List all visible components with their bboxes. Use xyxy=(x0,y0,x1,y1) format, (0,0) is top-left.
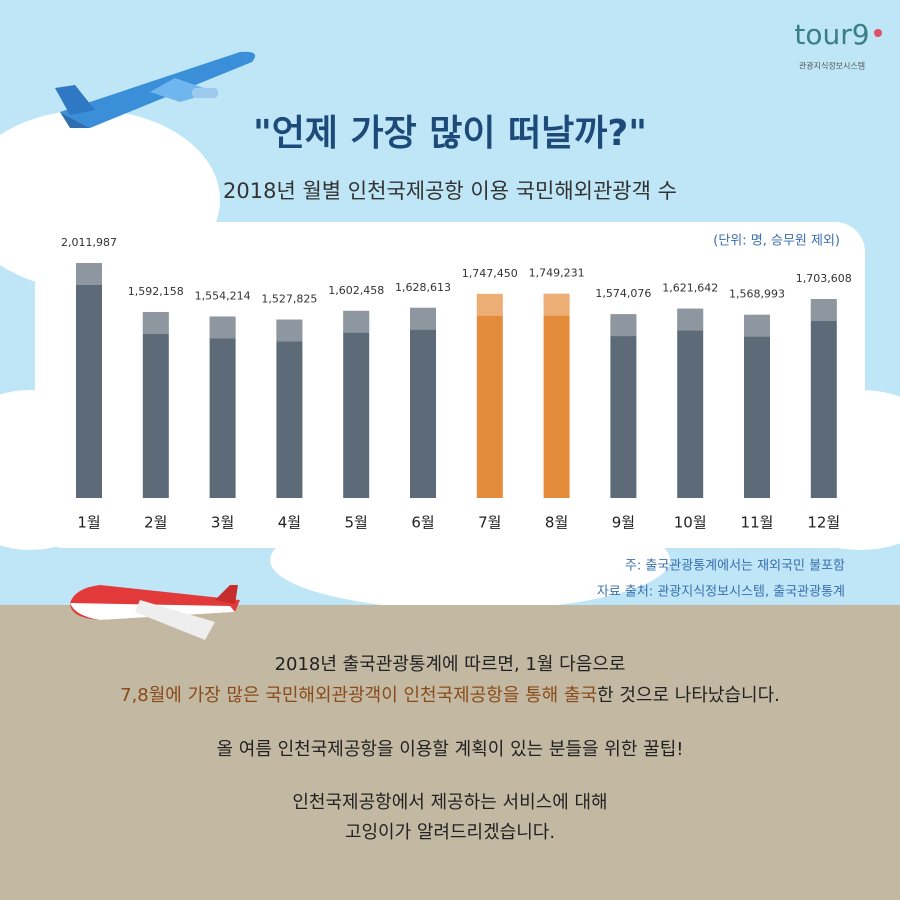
value-label: 1,747,450 xyxy=(462,267,518,280)
bar-cap xyxy=(343,310,370,333)
bar-cap xyxy=(677,308,704,331)
bar-cap xyxy=(410,307,436,330)
x-tick-label: 7월 xyxy=(478,514,501,532)
bar-cap xyxy=(810,299,837,322)
plane-red xyxy=(70,585,240,640)
body-text: 한 것으로 나타났습니다. xyxy=(597,685,780,706)
bar xyxy=(476,293,503,498)
bar-cap xyxy=(142,312,169,335)
body-text: 7,8월에 가장 많은 국민해외관광객이 인천국제공항을 통해 출국한 것으로 … xyxy=(120,685,780,706)
value-label: 1,703,608 xyxy=(796,272,852,285)
bar xyxy=(744,314,770,498)
body-text: 인천국제공항에서 제공하는 서비스에 대해 xyxy=(292,792,607,813)
x-tick-label: 3월 xyxy=(211,514,234,532)
bar-cap xyxy=(744,314,770,337)
logo-caption: 관광지식정보시스템 xyxy=(799,61,865,71)
logo-pin xyxy=(874,29,882,37)
value-label: 1,554,214 xyxy=(195,289,251,302)
value-label: 1,621,642 xyxy=(662,282,718,295)
value-label: 2,011,987 xyxy=(61,236,117,249)
body-text: 고잉이가 알려드리겠습니다. xyxy=(345,822,555,843)
body-highlight: 7,8월에 가장 많은 국민해외관광객이 인천국제공항을 통해 출국 xyxy=(120,685,597,706)
value-label: 1,749,231 xyxy=(529,267,585,280)
bar xyxy=(543,293,570,498)
value-label: 1,602,458 xyxy=(328,284,384,297)
bar xyxy=(276,319,303,498)
bar xyxy=(76,263,102,498)
note: 주: 출국관광통계에서는 재외국민 불포함 xyxy=(625,559,845,574)
x-tick-label: 1월 xyxy=(77,514,100,532)
chart-title: "언제 가장 많이 떠날까?" xyxy=(253,113,647,154)
x-tick-label: 12월 xyxy=(807,514,840,532)
bar xyxy=(209,316,236,498)
bar-cap xyxy=(209,316,236,339)
value-label: 1,574,076 xyxy=(595,287,651,300)
bar-cap xyxy=(610,314,637,337)
bar xyxy=(410,307,436,498)
bar xyxy=(142,312,169,498)
bar-cap xyxy=(476,293,503,316)
chart-panel xyxy=(35,222,865,548)
x-tick-label: 9월 xyxy=(612,514,635,532)
bar xyxy=(343,310,370,498)
x-tick-label: 11월 xyxy=(741,514,774,532)
logo: tour9 xyxy=(794,18,869,51)
bar-cap xyxy=(276,319,303,342)
x-tick-label: 8월 xyxy=(545,514,568,532)
body-text: 올 여름 인천국제공항을 이용할 계획이 있는 분들을 위한 꿀팁! xyxy=(217,739,684,760)
value-label: 1,568,993 xyxy=(729,288,785,301)
bar xyxy=(610,314,637,498)
value-label: 1,628,613 xyxy=(395,281,451,294)
value-label: 1,527,825 xyxy=(261,293,317,306)
bar xyxy=(677,308,704,498)
value-label: 1,592,158 xyxy=(128,285,184,298)
bar xyxy=(810,299,837,498)
x-tick-label: 10월 xyxy=(674,514,707,532)
ground xyxy=(0,605,900,900)
note: 자료 출처: 관광지식정보시스템, 출국관광통계 xyxy=(597,585,845,600)
body-text: 2018년 출국관광통계에 따르면, 1월 다음으로 xyxy=(275,654,626,675)
plane-blue xyxy=(55,51,256,128)
unit-note: (단위: 명, 승무원 제외) xyxy=(713,234,840,249)
x-tick-label: 2월 xyxy=(144,514,167,532)
x-tick-label: 6월 xyxy=(411,514,434,532)
chart-subtitle: 2018년 월별 인천국제공항 이용 국민해외관광객 수 xyxy=(223,179,677,203)
bar-cap xyxy=(543,293,570,316)
x-tick-label: 5월 xyxy=(345,514,368,532)
bar-cap xyxy=(76,263,102,285)
x-tick-label: 4월 xyxy=(278,514,301,532)
